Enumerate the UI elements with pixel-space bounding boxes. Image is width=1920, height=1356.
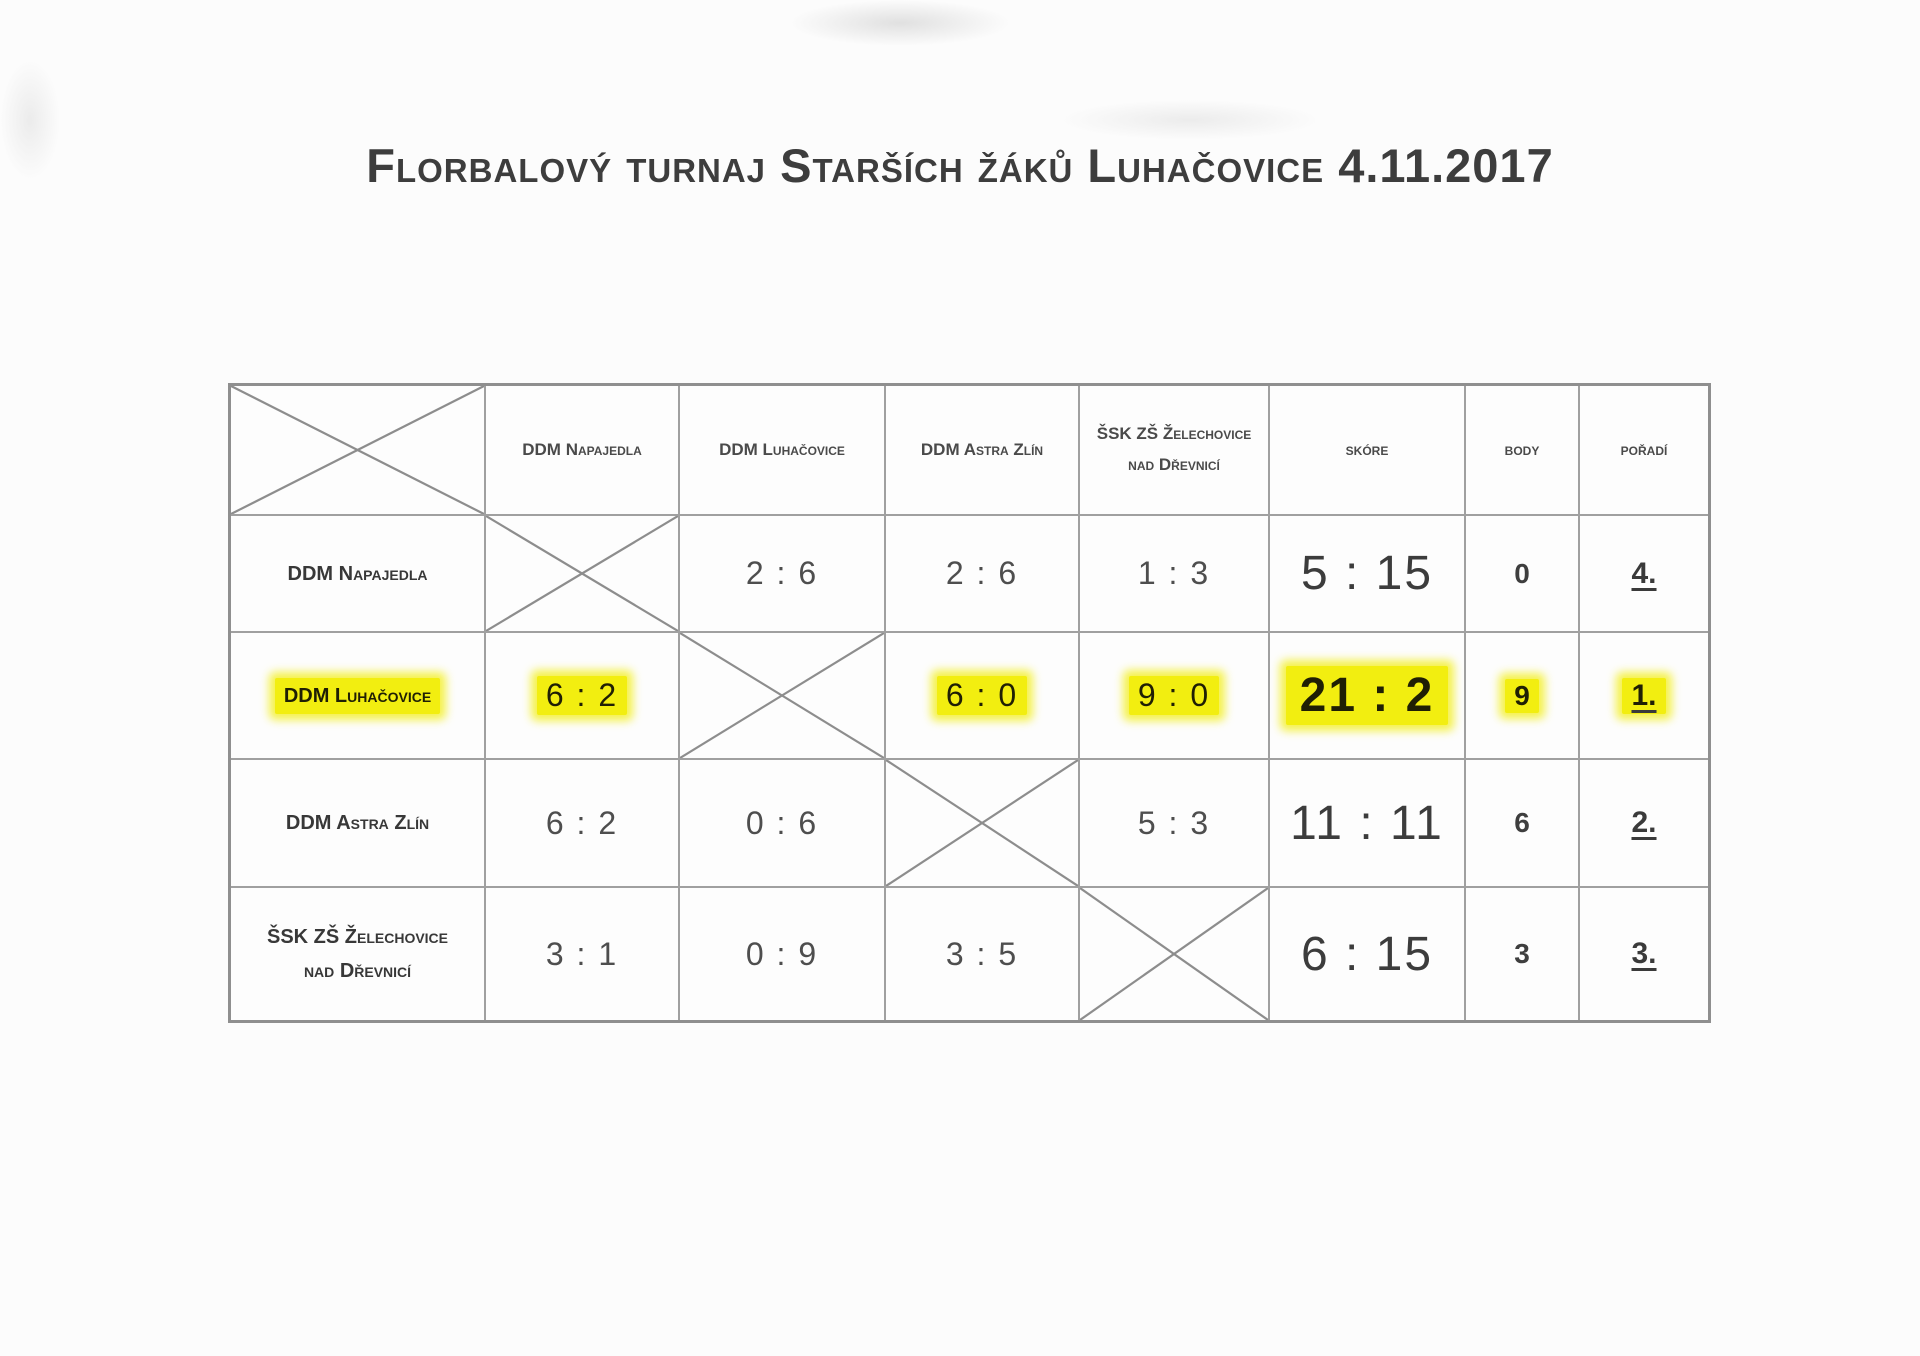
diagonal-cross-icon: [486, 516, 678, 631]
result-cell: 9 : 0: [1080, 633, 1270, 760]
highlight-marker: 1.: [1622, 677, 1666, 714]
rank-cell: 3.: [1631, 937, 1657, 970]
column-header-ddm-astra-zlin: DDM Astra Zlín: [886, 386, 1080, 516]
result-cell: 2 : 6: [680, 516, 886, 633]
score-total-cell: 11 : 11: [1270, 760, 1466, 888]
column-header-ddm-luhacovice: DDM Luhačovice: [680, 386, 886, 516]
self-match-cell: [1080, 888, 1270, 1020]
self-match-cell: [680, 633, 886, 760]
result-cell: 0 : 6: [680, 760, 886, 888]
highlight-marker: 21 : 2: [1285, 666, 1449, 725]
result-cell: 6 : 2: [486, 760, 680, 888]
team-cell-ddm-astra-zlin: DDM Astra Zlín: [231, 760, 486, 888]
highlight-marker: 6 : 2: [536, 676, 628, 715]
results-table: DDM Napajedla DDM Luhačovice DDM Astra Z…: [228, 383, 1711, 1023]
column-header-ssk-zs-zelechovice: ŠSK ZŠ Želechovice nad Dřevnicí: [1080, 386, 1270, 516]
result-cell: 5 : 3: [1080, 760, 1270, 888]
team-cell-ddm-napajedla: DDM Napajedla: [231, 516, 486, 633]
highlight-marker: 9 : 0: [1128, 676, 1220, 715]
diagonal-cross-icon: [231, 386, 484, 514]
diagonal-cross-icon: [886, 760, 1078, 886]
rank-cell: 4.: [1580, 516, 1708, 633]
highlight-marker: DDM Luhačovice: [274, 677, 441, 714]
column-header-ddm-napajedla: DDM Napajedla: [486, 386, 680, 516]
column-header-body: body: [1466, 386, 1580, 516]
points-cell: 3: [1466, 888, 1580, 1020]
result-cell: 0 : 9: [680, 888, 886, 1020]
result-cell: 1 : 3: [1080, 516, 1270, 633]
self-match-cell: [486, 516, 680, 633]
corner-cell: [231, 386, 486, 516]
column-header-skore: skóre: [1270, 386, 1466, 516]
result-cell: 3 : 1: [486, 888, 680, 1020]
result-cell: 6 : 0: [886, 633, 1080, 760]
score-total-cell: 6 : 15: [1270, 888, 1466, 1020]
points-cell: 6: [1466, 760, 1580, 888]
points-cell: 9: [1466, 633, 1580, 760]
page-title: Florbalový turnaj Starších žáků Luhačovi…: [366, 139, 1554, 192]
scan-smudge: [790, 0, 1010, 46]
rank-cell: 1.: [1580, 633, 1708, 760]
scan-smudge: [1060, 100, 1320, 140]
diagonal-cross-icon: [1080, 888, 1268, 1020]
score-total-cell: 5 : 15: [1270, 516, 1466, 633]
rank-cell: 2.: [1580, 760, 1708, 888]
result-cell: 2 : 6: [886, 516, 1080, 633]
highlight-marker: 6 : 0: [936, 676, 1028, 715]
highlight-marker: 9: [1505, 678, 1539, 713]
team-cell-ddm-luhacovice: DDM Luhačovice: [231, 633, 486, 760]
diagonal-cross-icon: [680, 633, 884, 758]
team-cell-ssk-zs-zelechovice: ŠSK ZŠ Želechovice nad Dřevnicí: [231, 888, 486, 1020]
result-cell: 3 : 5: [886, 888, 1080, 1020]
score-total-cell: 21 : 2: [1270, 633, 1466, 760]
self-match-cell: [886, 760, 1080, 888]
column-header-poradi: pořadí: [1580, 386, 1708, 516]
points-cell: 0: [1466, 516, 1580, 633]
result-cell: 6 : 2: [486, 633, 680, 760]
